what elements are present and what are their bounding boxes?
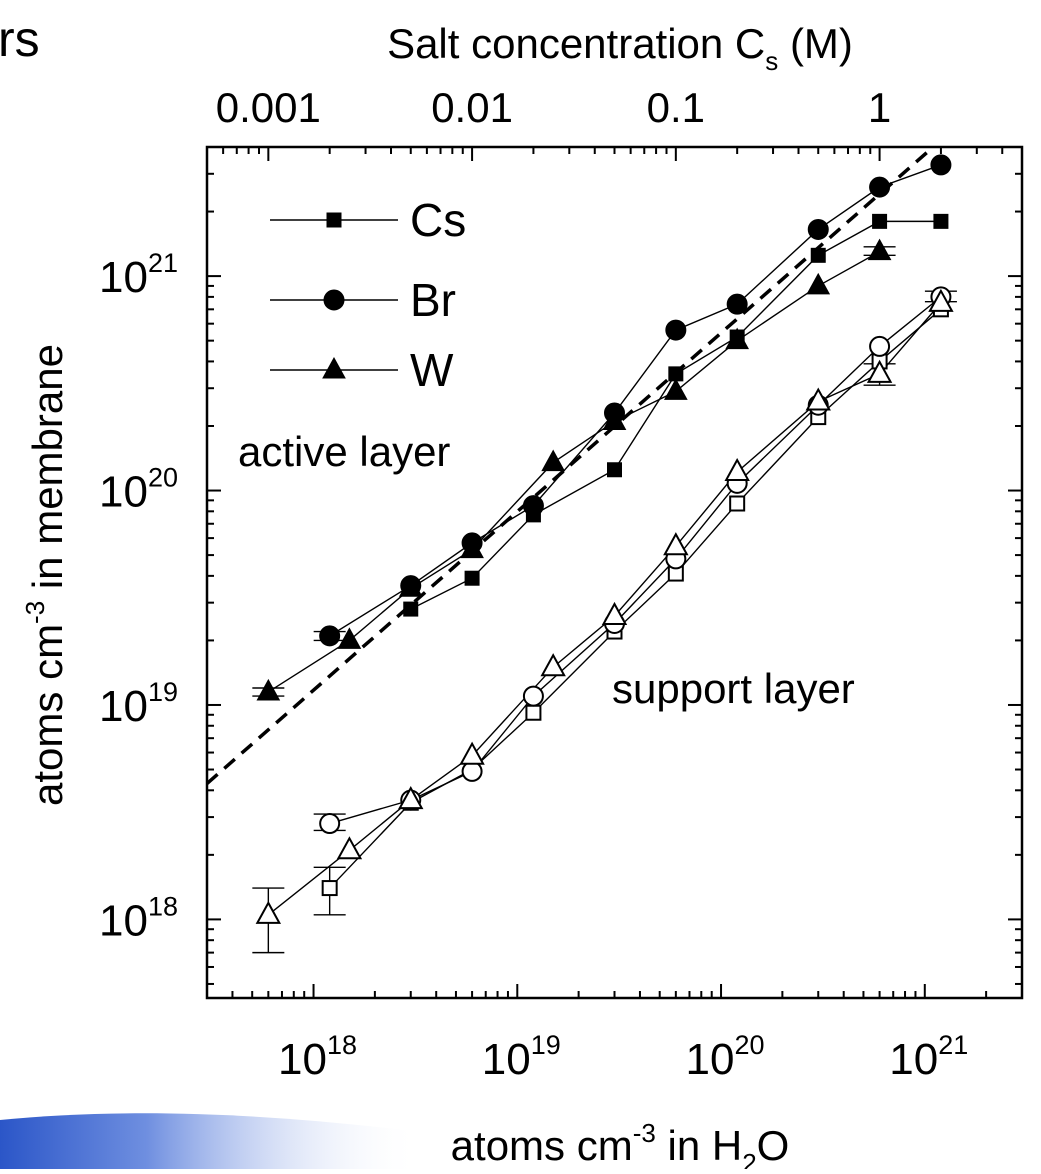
series-line-br-support	[329, 296, 942, 825]
top-tick-label: 0.1	[647, 84, 705, 131]
point-br-active	[869, 176, 891, 198]
y-tick-label: 1020	[99, 463, 178, 517]
point-w-active	[398, 575, 423, 597]
top-tick-label: 1	[868, 84, 891, 131]
point-br-support	[461, 760, 483, 782]
point-cs-active	[810, 247, 826, 263]
point-cs-active	[403, 601, 419, 617]
annotation-support-layer: support layer	[612, 665, 855, 712]
point-cs-active	[607, 462, 622, 478]
point-w-support	[724, 457, 750, 482]
point-w-support	[255, 900, 282, 924]
point-w-support	[805, 387, 831, 411]
point-w-support	[398, 786, 424, 810]
point-w-support	[601, 601, 628, 625]
point-w-support	[540, 653, 566, 677]
x-tick-label: 1018	[278, 1030, 357, 1084]
point-br-active	[522, 495, 544, 517]
point-w-active	[867, 238, 892, 261]
point-br-support	[869, 335, 891, 357]
point-br-active	[807, 218, 829, 240]
top-tick-label: 0.001	[216, 84, 321, 131]
point-w-support	[663, 532, 689, 556]
top-axis-title: Salt concentration Cs (M)	[387, 20, 853, 76]
point-w-active	[541, 449, 566, 472]
legend-label-w: W	[410, 344, 454, 396]
data-layer	[207, 147, 957, 954]
point-cs-active	[464, 570, 480, 586]
series-line-br-active	[329, 164, 942, 637]
y-tick-label: 1018	[99, 891, 178, 945]
x-tick-label: 1021	[889, 1030, 968, 1084]
x-axis-title: atoms cm-3 in H2O	[451, 1118, 790, 1169]
y-tick-label: 1019	[99, 677, 178, 731]
point-br-active	[319, 625, 341, 647]
legend-label-br: Br	[410, 274, 456, 326]
plot-area: 1018 1019 1020 1021 1018 1019 1020 1021 0.001 0.0…	[99, 84, 1024, 1084]
series-line-w-support	[267, 302, 942, 916]
point-w-support	[336, 836, 363, 860]
y-tick-label: 1021	[99, 248, 178, 302]
legend-marker-br	[323, 289, 345, 311]
point-cs-support	[729, 495, 746, 512]
x-tick-label: 1020	[686, 1030, 765, 1084]
point-w-support	[459, 741, 485, 765]
x-tick-label: 1019	[482, 1030, 561, 1084]
point-w-active	[725, 327, 750, 350]
legend-marker-w	[322, 356, 346, 379]
point-br-active	[726, 293, 748, 315]
point-w-active	[663, 378, 688, 400]
point-w-active	[602, 408, 627, 430]
annotation-active-layer: active layer	[238, 428, 450, 475]
point-br-active	[930, 154, 952, 176]
slide-decoration	[0, 1113, 420, 1169]
point-cs-active	[872, 213, 888, 229]
point-w-active	[337, 627, 362, 649]
point-br-active	[665, 319, 687, 341]
legend-label-cs: Cs	[410, 194, 466, 246]
point-cs-support	[525, 704, 542, 721]
series-line-w-active	[267, 251, 880, 693]
point-w-support	[928, 288, 954, 312]
point-w-active	[256, 678, 281, 701]
series-line-cs-support	[329, 308, 942, 889]
y-axis-title: atoms cm-3 in membrane	[20, 344, 71, 806]
point-w-active	[460, 536, 484, 559]
legend-marker-cs	[326, 212, 342, 228]
slide-title-fragment: rs	[0, 11, 40, 67]
point-cs-support	[321, 880, 338, 897]
point-cs-active	[933, 213, 949, 229]
point-w-support	[866, 359, 893, 383]
top-tick-label: 0.01	[431, 84, 513, 131]
point-w-active	[806, 272, 831, 295]
point-br-support	[522, 685, 544, 707]
point-br-support	[319, 813, 341, 835]
